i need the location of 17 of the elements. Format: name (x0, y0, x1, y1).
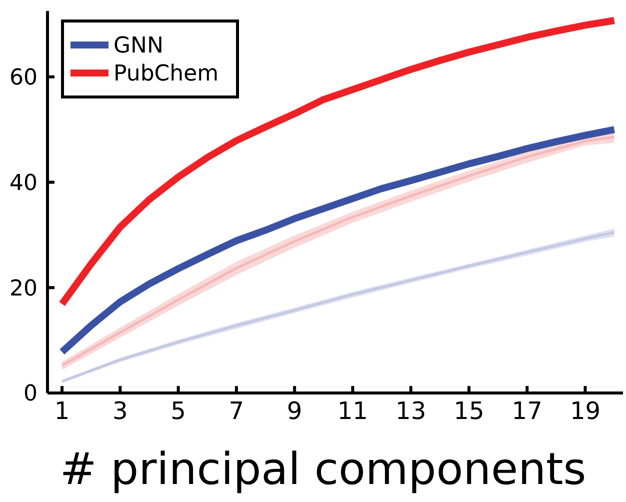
y-tick-label: 40 (10, 170, 38, 196)
y-tick-label: 0 (24, 382, 38, 407)
x-tick-label: 15 (454, 397, 484, 425)
x-tick-label: 9 (286, 397, 302, 425)
x-tick-label: 19 (570, 397, 600, 425)
legend-label: PubChem (114, 62, 219, 87)
legend-label: GNN (114, 34, 164, 59)
x-tick-label: 17 (512, 397, 542, 425)
x-tick-label: 7 (228, 397, 244, 425)
x-tick-label: 1 (54, 397, 70, 425)
y-tick-label: 20 (10, 276, 38, 302)
y-tick-label: 60 (10, 66, 38, 91)
x-tick-label: 5 (170, 397, 186, 425)
x-tick-label: 3 (112, 397, 128, 425)
x-tick-label: 11 (337, 397, 368, 425)
x-tick-label: 13 (396, 397, 426, 425)
x-axis-title: # principal components (60, 444, 586, 495)
